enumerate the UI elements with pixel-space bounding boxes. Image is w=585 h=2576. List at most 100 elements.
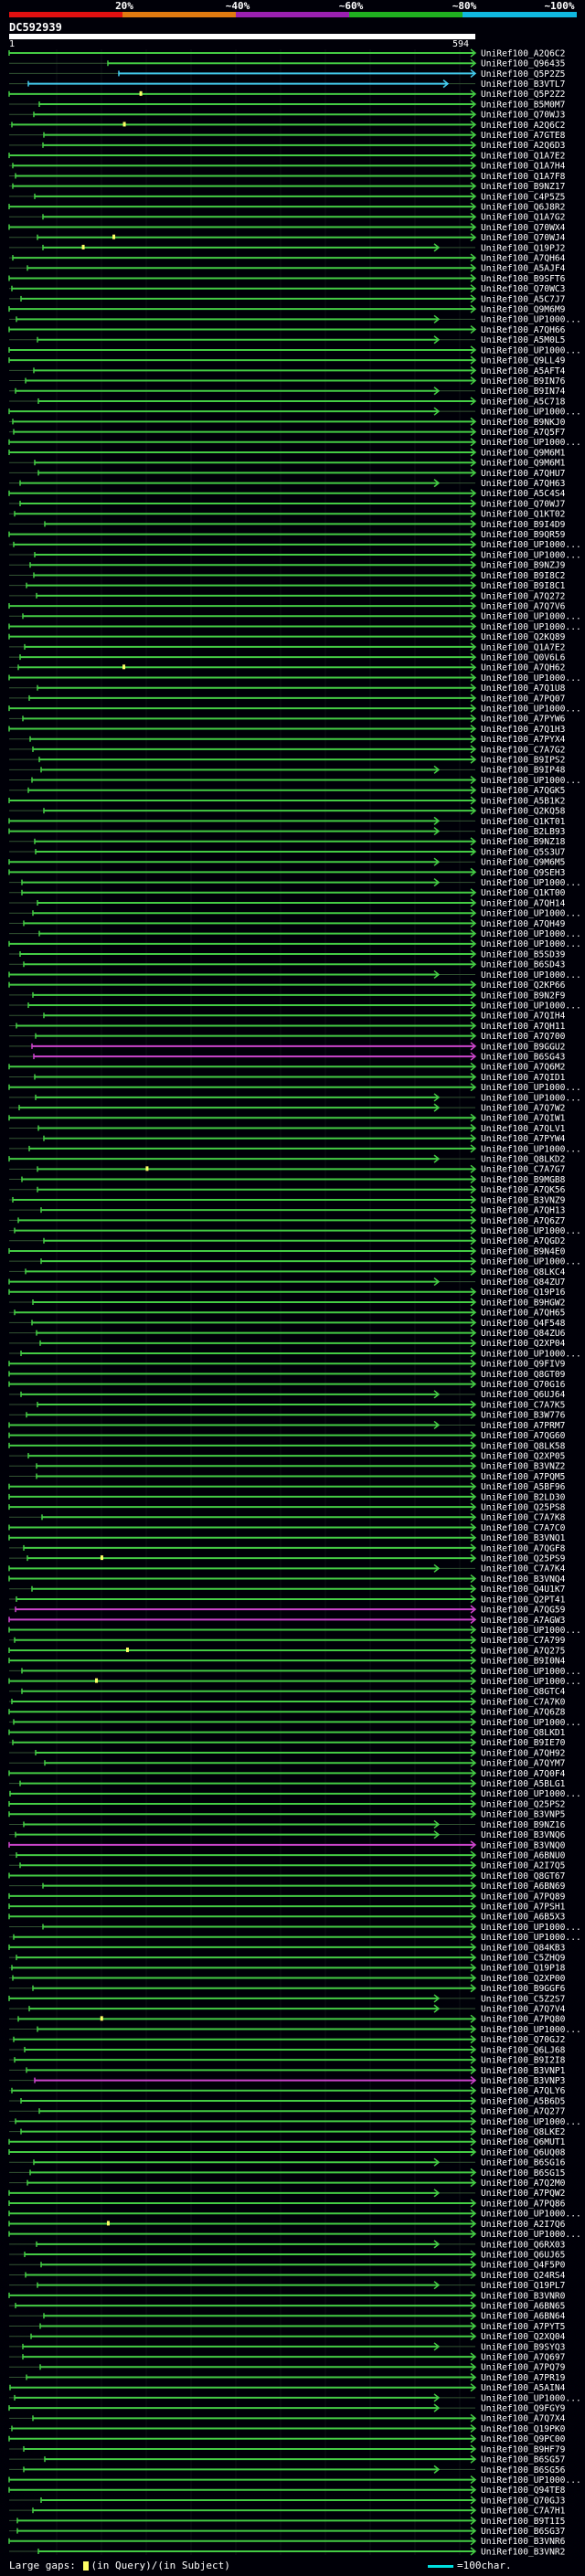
hit-label[interactable]: UniRef100_Q1KT01	[481, 817, 566, 827]
hit-label[interactable]: UniRef100_A5C718	[481, 397, 566, 407]
hit-label[interactable]: UniRef100_UP1000...	[481, 1667, 581, 1677]
hit-label[interactable]: UniRef100_Q2XP05	[481, 1451, 565, 1461]
hit-label[interactable]: UniRef100_Q2KQ89	[481, 632, 566, 642]
hit-label[interactable]: UniRef100_A6BN65	[481, 2301, 565, 2311]
hit-label[interactable]: UniRef100_A5AFT4	[481, 366, 566, 376]
hit-label[interactable]: UniRef100_Q19P16	[481, 1288, 566, 1298]
hit-label[interactable]: UniRef100_Q70WC3	[481, 284, 566, 294]
hit-label[interactable]: UniRef100_A7PR19	[481, 2373, 566, 2383]
hit-label[interactable]: UniRef100_B6SG56	[481, 2465, 566, 2475]
hit-label[interactable]: UniRef100_Q84ZU6	[481, 1329, 566, 1339]
hit-label[interactable]: UniRef100_UP1000...	[481, 315, 581, 325]
hit-label[interactable]: UniRef100_UP1000...	[481, 1677, 581, 1687]
hit-label[interactable]: UniRef100_B3VNQ6	[481, 1830, 566, 1840]
hit-label[interactable]: UniRef100_A7AGW3	[481, 1616, 566, 1626]
hit-label[interactable]: UniRef100_A7PYX4	[481, 735, 566, 745]
hit-label[interactable]: UniRef100_UP1000...	[481, 550, 581, 560]
hit-label[interactable]: UniRef100_Q4F548	[481, 1319, 566, 1329]
hit-label[interactable]: UniRef100_UP1000...	[481, 1001, 581, 1011]
hit-label[interactable]: UniRef100_B3VNQ0	[481, 1840, 566, 1850]
hit-label[interactable]: UniRef100_Q25PS2	[481, 1799, 565, 1809]
hit-label[interactable]: UniRef100_Q0V6L6	[481, 652, 566, 663]
hit-label[interactable]: UniRef100_Q8GTC4	[481, 1687, 566, 1697]
hit-label[interactable]: UniRef100_Q9M6M1	[481, 448, 566, 458]
hit-label[interactable]: UniRef100_B3VTL7	[481, 80, 566, 90]
hit-label[interactable]: UniRef100_Q5P2Z5	[481, 69, 565, 80]
hit-label[interactable]: UniRef100_B5M0M7	[481, 100, 566, 110]
hit-label[interactable]: UniRef100_B3VNQ1	[481, 1533, 566, 1543]
hit-label[interactable]: UniRef100_B9N2F9	[481, 991, 566, 1001]
hit-label[interactable]: UniRef100_C5Z2S7	[481, 1994, 566, 2004]
hit-label[interactable]: UniRef100_UP1000...	[481, 929, 581, 939]
hit-label[interactable]: UniRef100_Q19PJ2	[481, 243, 565, 253]
hit-label[interactable]: UniRef100_A7Q2M0	[481, 2178, 566, 2189]
hit-label[interactable]: UniRef100_Q1A7F8	[481, 172, 566, 182]
hit-label[interactable]: UniRef100_UP1000...	[481, 622, 581, 632]
hit-label[interactable]: UniRef100_A7QLV1	[481, 1124, 566, 1134]
hit-label[interactable]: UniRef100_UP1000...	[481, 1349, 581, 1359]
hit-label[interactable]: UniRef100_Q8GT09	[481, 1370, 566, 1380]
hit-label[interactable]: UniRef100_Q70GJ2	[481, 2035, 565, 2045]
hit-label[interactable]: UniRef100_A7Q6Z8	[481, 1708, 566, 1718]
hit-label[interactable]: UniRef100_Q9FIV9	[481, 1360, 566, 1370]
hit-label[interactable]: UniRef100_A2I7Q5	[481, 1861, 565, 1871]
hit-label[interactable]: UniRef100_Q1A7H4	[481, 162, 566, 172]
hit-label[interactable]: UniRef100_A7Q6Z7	[481, 1216, 566, 1226]
hit-label[interactable]: UniRef100_UP1000...	[481, 2230, 581, 2240]
hit-label[interactable]: UniRef100_B3VNQ4	[481, 1574, 566, 1585]
hit-label[interactable]: UniRef100_Q84KB3	[481, 1943, 566, 1953]
hit-label[interactable]: UniRef100_A7QK56	[481, 1185, 566, 1195]
hit-label[interactable]: UniRef100_Q70GJ3	[481, 2496, 566, 2506]
hit-label[interactable]: UniRef100_B9IP48	[481, 766, 566, 776]
hit-label[interactable]: UniRef100_B6SG15	[481, 2168, 565, 2178]
hit-label[interactable]: UniRef100_Q1A7G2	[481, 213, 565, 223]
hit-label[interactable]: UniRef100_Q70WJ4	[481, 233, 566, 243]
hit-label[interactable]: UniRef100_B3VNP1	[481, 2066, 566, 2076]
hit-label[interactable]: UniRef100_A7Q1U8	[481, 684, 566, 694]
hit-label[interactable]: UniRef100_A7Q5F7	[481, 428, 566, 438]
hit-label[interactable]: UniRef100_Q2KP66	[481, 981, 566, 991]
hit-label[interactable]: UniRef100_A2Q6C2	[481, 48, 565, 58]
hit-label[interactable]: UniRef100_UP1000...	[481, 1789, 581, 1799]
hit-label[interactable]: UniRef100_A7PQW2	[481, 2189, 565, 2199]
hit-label[interactable]: UniRef100_B9HGW2	[481, 1298, 565, 1308]
hit-label[interactable]: UniRef100_B6SG43	[481, 1052, 566, 1062]
hit-label[interactable]: UniRef100_A7QH62	[481, 663, 565, 673]
hit-label[interactable]: UniRef100_A7QH66	[481, 325, 566, 335]
hit-label[interactable]: UniRef100_Q6LJ68	[481, 2045, 566, 2055]
hit-label[interactable]: UniRef100_UP1000...	[481, 776, 581, 786]
hit-label[interactable]: UniRef100_A7PQ86	[481, 2199, 566, 2209]
hit-label[interactable]: UniRef100_Q70WX4	[481, 223, 566, 233]
hit-label[interactable]: UniRef100_B2LD30	[481, 1492, 566, 1502]
hit-label[interactable]: UniRef100_Q96435	[481, 59, 565, 69]
hit-label[interactable]: UniRef100_B9NKJ0	[481, 418, 566, 428]
hit-label[interactable]: UniRef100_Q6UJ65	[481, 2250, 565, 2260]
hit-label[interactable]: UniRef100_A7QGF8	[481, 1543, 566, 1553]
hit-label[interactable]: UniRef100_B9I8C2	[481, 571, 565, 581]
hit-label[interactable]: UniRef100_UP1000...	[481, 2025, 581, 2035]
hit-label[interactable]: UniRef100_A7PRM7	[481, 1421, 566, 1431]
hit-label[interactable]: UniRef100_UP1000...	[481, 2117, 581, 2127]
hit-label[interactable]: UniRef100_B9SFT6	[481, 274, 566, 284]
hit-label[interactable]: UniRef100_B3VNZ9	[481, 1195, 566, 1205]
hit-label[interactable]: UniRef100_B9NZ17	[481, 182, 566, 192]
hit-label[interactable]: UniRef100_Q1A7E2	[481, 642, 565, 652]
hit-label[interactable]: UniRef100_B9T1I5	[481, 2517, 565, 2527]
hit-label[interactable]: UniRef100_B9I0N4	[481, 1657, 566, 1667]
hit-label[interactable]: UniRef100_A7QGD2	[481, 1236, 565, 1246]
hit-label[interactable]: UniRef100_Q19PK0	[481, 2424, 566, 2434]
hit-label[interactable]: UniRef100_A7Q272	[481, 591, 565, 601]
hit-label[interactable]: UniRef100_B9MGB8	[481, 1175, 566, 1185]
hit-label[interactable]: UniRef100_Q5S3U7	[481, 847, 566, 857]
hit-label[interactable]: UniRef100_Q70WJ3	[481, 111, 566, 121]
hit-label[interactable]: UniRef100_A7QH11	[481, 1022, 566, 1032]
hit-label[interactable]: UniRef100_Q6MUT1	[481, 2137, 566, 2147]
hit-label[interactable]: UniRef100_A5B1K2	[481, 796, 565, 806]
hit-label[interactable]: UniRef100_Q70WJ7	[481, 499, 566, 509]
hit-label[interactable]: UniRef100_B9IN74	[481, 387, 566, 397]
hit-label[interactable]: UniRef100_UP1000...	[481, 1923, 581, 1933]
hit-label[interactable]: UniRef100_A7QIH4	[481, 1012, 566, 1022]
hit-label[interactable]: UniRef100_B3VNP5	[481, 1810, 565, 1820]
hit-label[interactable]: UniRef100_A5M0L5	[481, 335, 565, 345]
hit-label[interactable]: UniRef100_B6SG16	[481, 2158, 566, 2168]
